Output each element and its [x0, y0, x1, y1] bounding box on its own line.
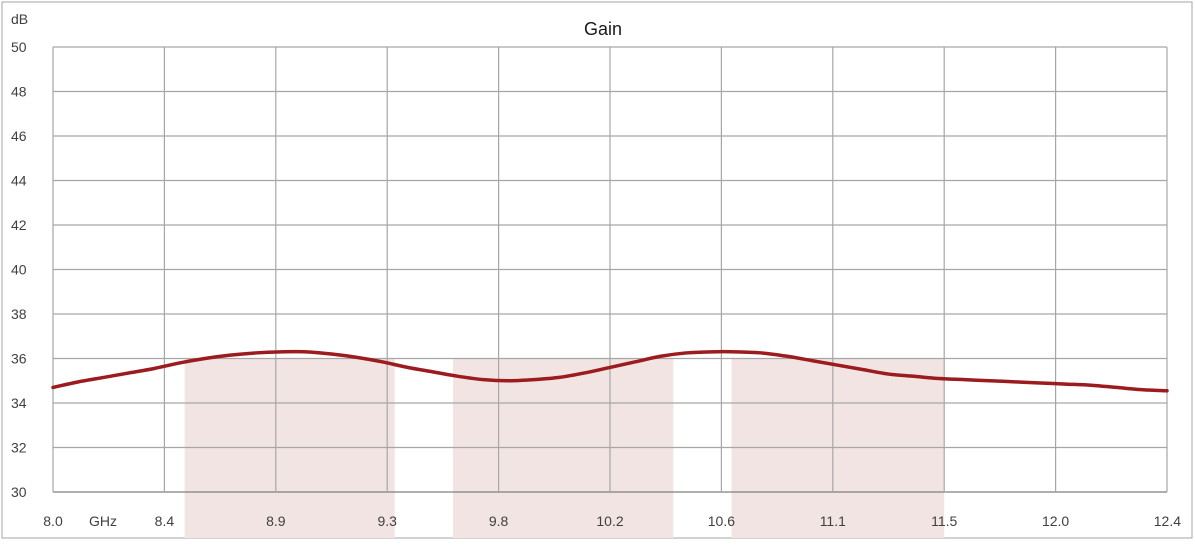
y-tick-label: 42	[11, 217, 27, 233]
x-tick-label: 9.8	[489, 513, 509, 529]
x-tick-label: 8.0	[43, 513, 63, 529]
y-tick-label: 48	[11, 84, 27, 100]
y-tick-label: 38	[11, 306, 27, 322]
y-axis-ticks: 30 32 34 36 38 40 42 44 46 48 50	[11, 39, 27, 500]
series-line-1	[51, 349, 1169, 393]
y-tick-label: 40	[11, 262, 27, 278]
y-tick-label: 32	[11, 440, 27, 456]
x-tick-label: 12.0	[1042, 513, 1069, 529]
x-tick-label: 8.9	[266, 513, 286, 529]
y-axis-unit-label: dB	[11, 11, 28, 27]
y-tick-label: 50	[11, 39, 27, 55]
grid	[52, 46, 1168, 493]
x-tick-label: 10.2	[596, 513, 623, 529]
x-tick-label: 9.3	[377, 513, 397, 529]
series-layer	[51, 349, 1169, 393]
band-3	[731, 358, 945, 538]
x-tick-label: 10.6	[708, 513, 735, 529]
band-1	[184, 358, 395, 538]
y-tick-label: 44	[11, 173, 27, 189]
highlight-bands	[184, 358, 945, 538]
band-2	[453, 358, 674, 538]
y-tick-label: 34	[11, 395, 27, 411]
y-tick-label: 30	[11, 484, 27, 500]
x-axis-ticks: 8.0 8.4 8.9 9.3 9.8 10.2 10.6 11.1 11.5 12.0 12.4	[43, 513, 1181, 529]
x-tick-label: 8.4	[155, 513, 175, 529]
chart-title: Gain	[584, 19, 622, 39]
y-tick-label: 46	[11, 128, 27, 144]
y-tick-label: 36	[11, 351, 27, 367]
x-tick-label: 12.4	[1154, 513, 1181, 529]
x-tick-label: 11.5	[931, 513, 957, 529]
x-axis-unit-label: GHz	[89, 513, 117, 529]
x-tick-label: 11.1	[820, 513, 846, 529]
